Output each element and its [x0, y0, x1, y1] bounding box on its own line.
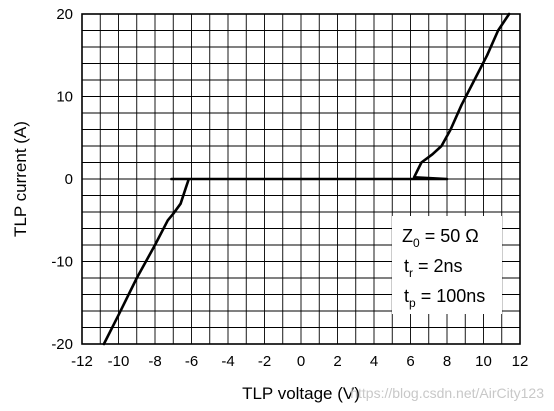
x-axis-title: TLP voltage (V) — [242, 384, 360, 403]
x-tick-label: 10 — [475, 353, 492, 370]
x-tick-label: 0 — [297, 353, 305, 370]
x-tick-label: 6 — [406, 353, 414, 370]
x-tick-label: 2 — [333, 353, 341, 370]
x-tick-label: -12 — [71, 353, 93, 370]
tlp-iv-curve — [102, 12, 511, 346]
x-tick-label: 8 — [443, 353, 451, 370]
x-tick-label: 12 — [512, 353, 529, 370]
x-tick-label: 4 — [370, 353, 378, 370]
y-axis-title: TLP current (A) — [11, 121, 30, 237]
plot-frame — [81, 13, 521, 345]
x-tick-label: -6 — [185, 353, 198, 370]
x-tick-label: -8 — [148, 353, 161, 370]
x-tick-label: -2 — [258, 353, 271, 370]
series-layer — [102, 12, 511, 346]
tp-annotation: tp = 100ns — [404, 286, 485, 310]
watermark: https://blog.csdn.net/AirCity123 — [350, 385, 544, 401]
tr-annotation: tr = 2ns — [404, 256, 463, 280]
y-tick-label: 0 — [65, 171, 73, 188]
y-tick-label: -20 — [51, 336, 73, 353]
y-tick-label: 20 — [56, 6, 73, 23]
y-tick-label: 10 — [56, 89, 73, 106]
z0-annotation: Z0 = 50 Ω — [402, 226, 479, 250]
annotation-box — [392, 216, 502, 314]
x-tick-label: -10 — [108, 353, 130, 370]
x-tick-label: -4 — [221, 353, 234, 370]
y-tick-label: -10 — [51, 254, 73, 271]
